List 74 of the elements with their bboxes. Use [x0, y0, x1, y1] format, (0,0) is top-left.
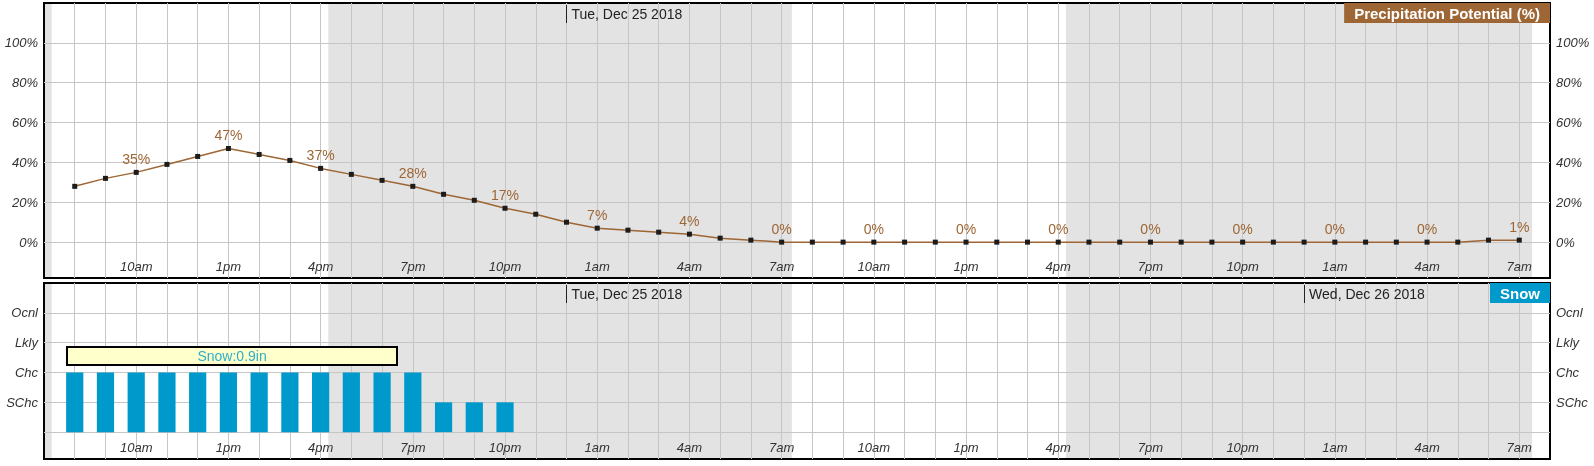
y2-tick-label: 20%	[1555, 194, 1583, 210]
x-tick-label: 4pm	[307, 259, 334, 274]
y2-tick-label: 100%	[1556, 35, 1590, 51]
x-tick-label: 10pm	[1226, 440, 1260, 455]
x-tick-label: 10am	[119, 259, 153, 274]
data-label: 35%	[122, 150, 151, 167]
x-tick-label: 7pm	[400, 440, 426, 455]
x-tick-label: 7am	[768, 440, 795, 455]
text: Wed, Dec 26 2018	[1304, 285, 1425, 303]
x-tick-label: 1pm	[215, 259, 242, 274]
data-label: 28%	[398, 164, 427, 181]
x-tick-label: 10am	[857, 259, 891, 274]
x-tick-label: 7am	[768, 259, 795, 274]
x-tick-label: 4pm	[307, 440, 334, 455]
x-tick-label: 4am	[1414, 259, 1440, 274]
x-tick-label: 1am	[1322, 440, 1348, 455]
category-label: Chc	[1556, 364, 1580, 380]
x-tick-label: 4pm	[1045, 440, 1072, 455]
y2-tick-label: 80%	[1556, 75, 1583, 91]
data-label: 0%	[1048, 220, 1069, 237]
data-label: 4%	[679, 212, 700, 229]
annotation: Tue, Dec 25 2018	[566, 5, 683, 23]
data-label: 0%	[955, 220, 977, 237]
y-tick-label: 0%	[19, 234, 38, 250]
x-tick-label: 4pm	[1045, 259, 1072, 274]
text: Snow	[1500, 284, 1541, 302]
text: Snow:0.9in	[66, 346, 399, 367]
x-tick-label: 1am	[584, 440, 611, 455]
category-label: SChc	[6, 394, 38, 410]
x-tick-label: 7pm	[400, 259, 426, 274]
y2-tick-label: 0%	[1556, 234, 1575, 250]
text: Tue, Dec 25 2018	[566, 285, 683, 303]
x-tick-label: 7am	[1506, 440, 1533, 455]
data-label: 1%	[1509, 218, 1530, 235]
category-label: Ocnl	[1556, 305, 1583, 321]
x-tick-label: 7pm	[1137, 440, 1164, 455]
y-tick-label: 20%	[10, 194, 38, 210]
y-tick-label: 40%	[11, 154, 38, 170]
category-label: SChc	[1556, 394, 1588, 410]
category-label: Lkly	[1556, 335, 1580, 351]
y2-tick-label: 60%	[1556, 115, 1583, 131]
x-tick-label: 4am	[676, 440, 703, 455]
data-label: 0%	[1232, 220, 1253, 237]
data-label: 37%	[306, 146, 335, 163]
x-tick-label: 4am	[1414, 440, 1440, 455]
x-tick-label: 10am	[119, 440, 153, 455]
data-label: 0%	[1140, 220, 1161, 237]
text: Precipitation Potential (%)	[1354, 4, 1541, 22]
category-label: Chc	[14, 364, 38, 380]
category-label: Lkly	[14, 335, 38, 351]
x-tick-label: 7am	[1506, 259, 1533, 274]
x-tick-label: 10am	[857, 440, 891, 455]
y-tick-label: 100%	[4, 35, 38, 51]
x-tick-label: 1pm	[953, 440, 979, 455]
x-tick-label: 1am	[584, 259, 611, 274]
x-tick-label: 1am	[1322, 259, 1348, 274]
data-label: 0%	[1416, 220, 1438, 237]
data-label: 0%	[771, 220, 792, 237]
y2-tick-label: 40%	[1556, 154, 1583, 170]
x-tick-label: 4am	[676, 259, 703, 274]
y-tick-label: 80%	[11, 75, 38, 91]
y-tick-label: 60%	[11, 115, 38, 131]
category-label: Ocnl	[11, 305, 38, 321]
data-label: 47%	[214, 126, 243, 143]
x-tick-label: 10pm	[488, 259, 522, 274]
x-tick-label: 1pm	[215, 440, 242, 455]
x-tick-label: 1pm	[953, 259, 979, 274]
data-label: 0%	[1324, 220, 1345, 237]
data-label: 0%	[863, 220, 884, 237]
x-tick-label: 10pm	[1226, 259, 1260, 274]
data-label: 7%	[587, 206, 608, 223]
x-tick-label: 7pm	[1137, 259, 1164, 274]
x-tick-label: 10pm	[488, 440, 522, 455]
data-label: 17%	[491, 186, 520, 203]
